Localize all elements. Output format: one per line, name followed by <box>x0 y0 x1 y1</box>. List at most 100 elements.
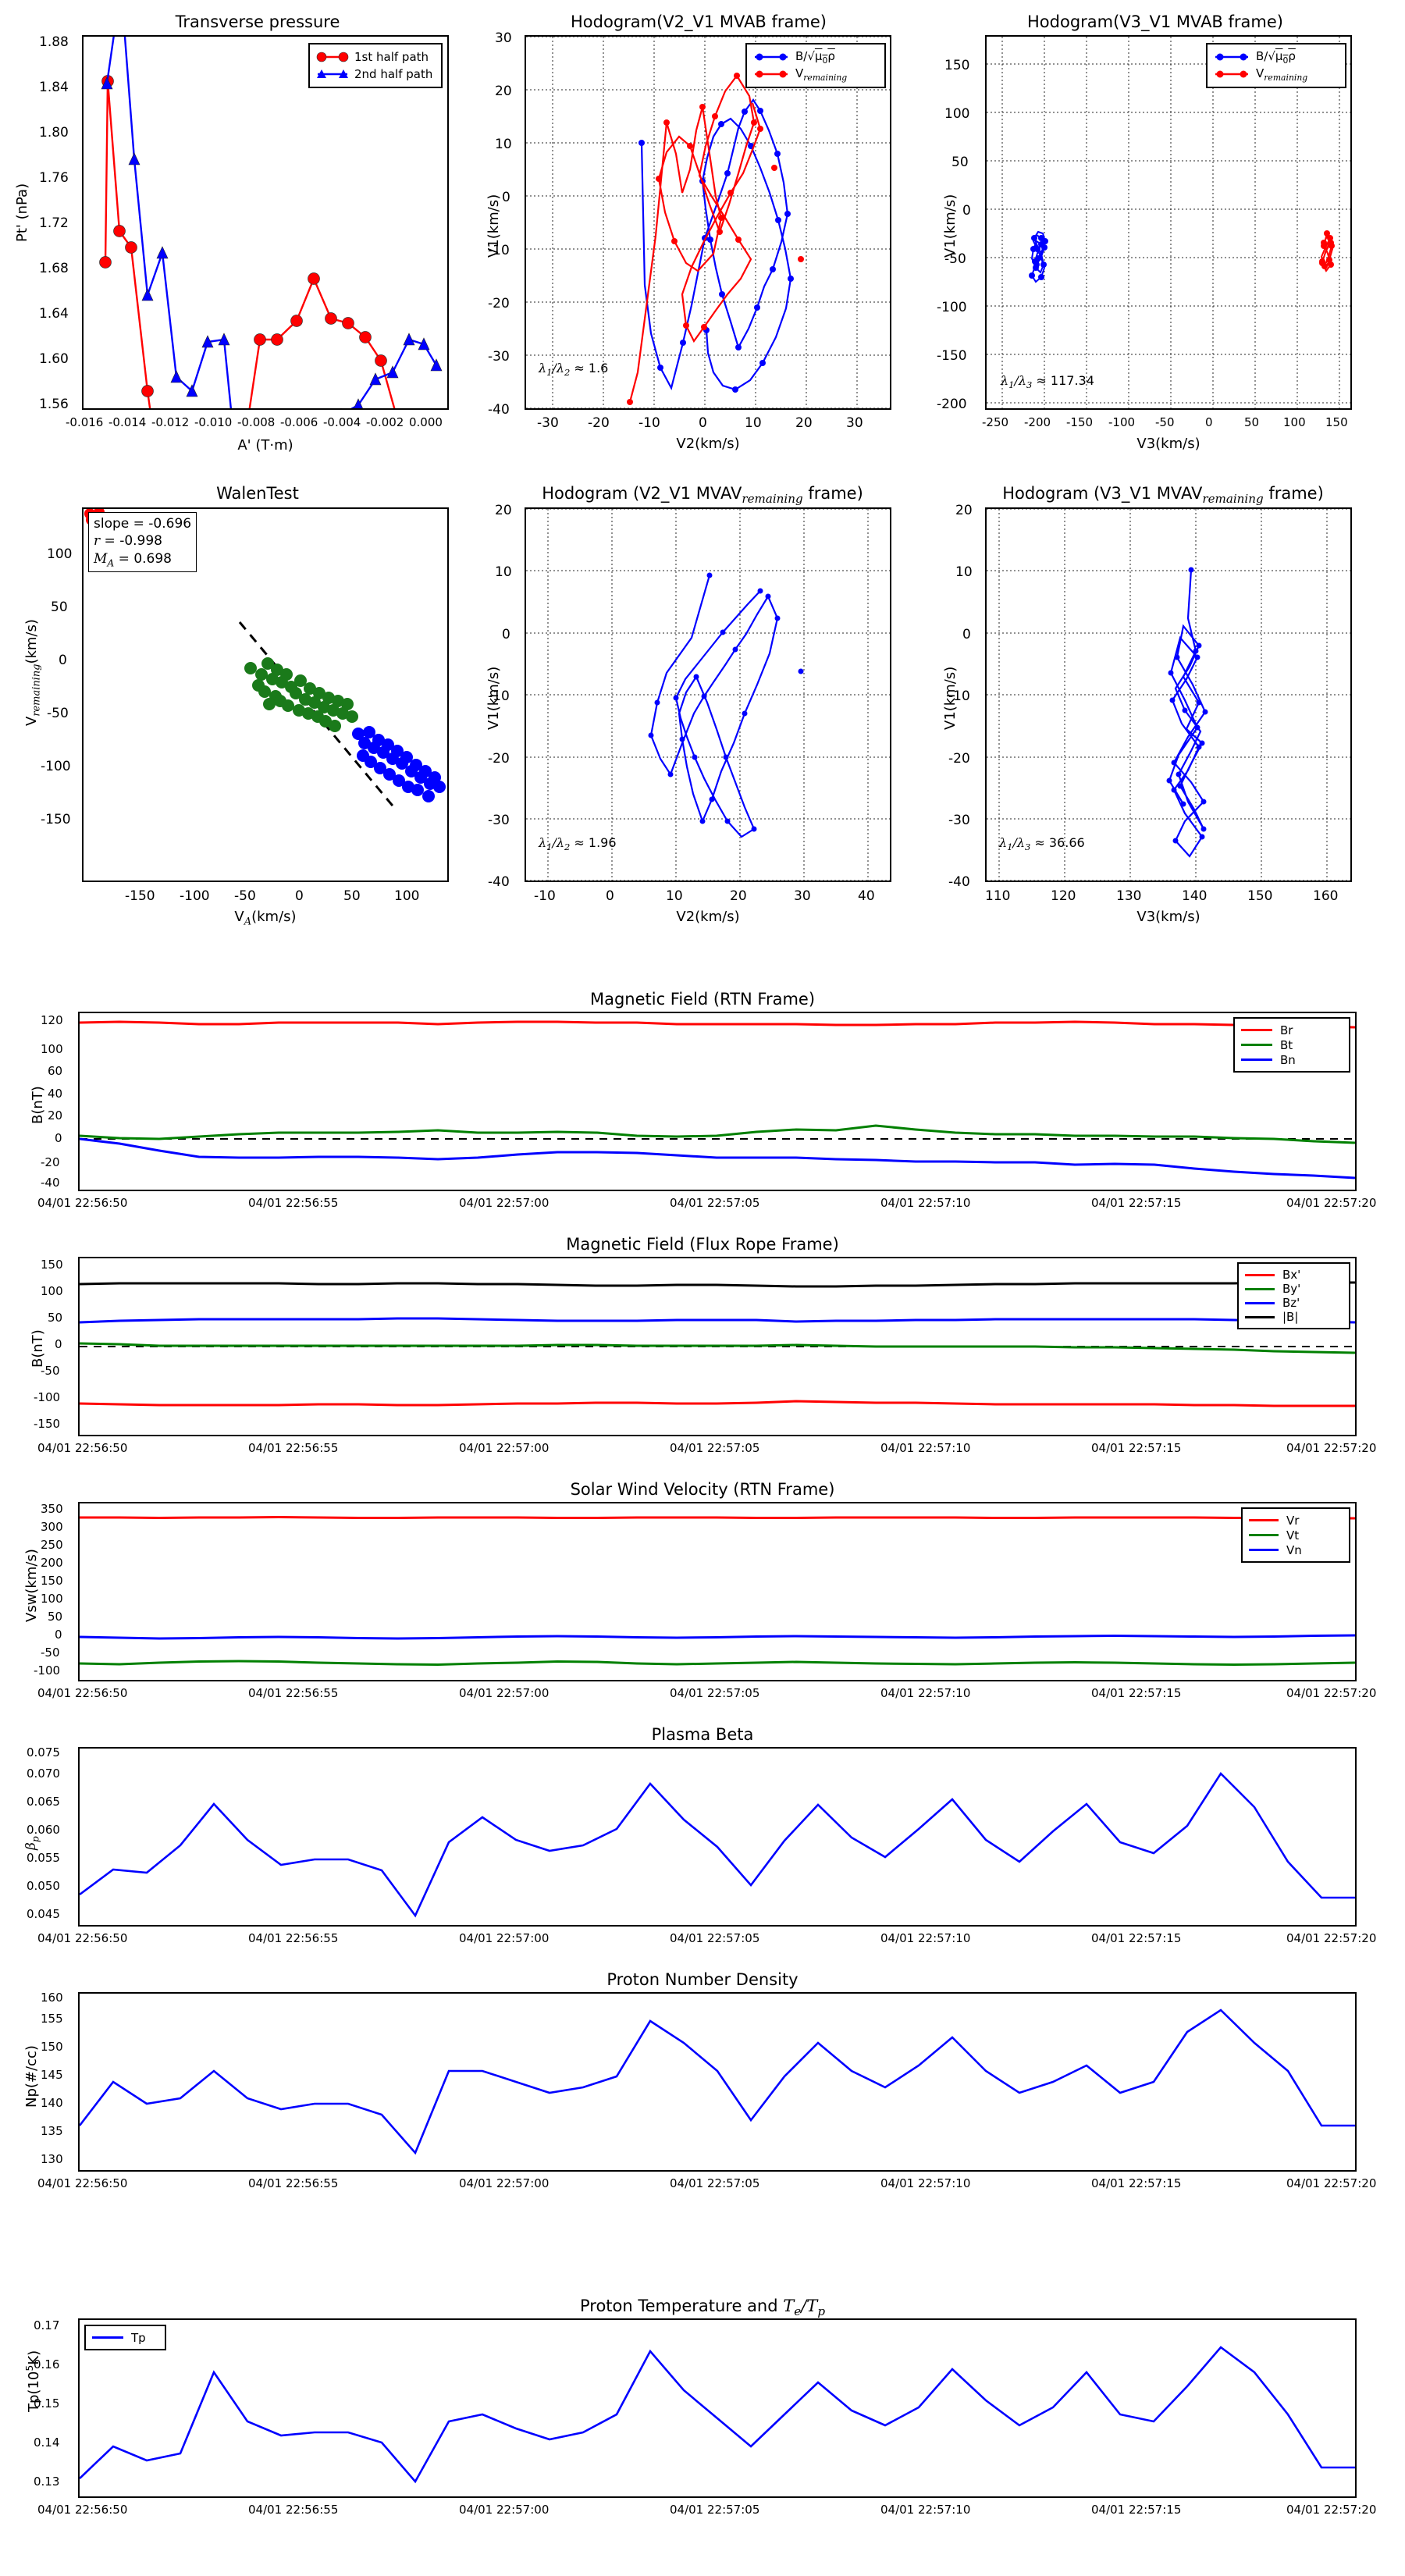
eigenvalue-ratio-annotation: λ1/λ3 ≈ 36.66 <box>999 835 1085 853</box>
y-tick: -30 <box>488 349 510 365</box>
y-tick: 155 <box>41 2012 63 2026</box>
legend-item-vr: Vr <box>1249 1513 1343 1528</box>
panel-title: Proton Number Density <box>606 1970 799 1989</box>
legend-label: Bt <box>1280 1037 1293 1052</box>
y-tick: 1.76 <box>39 170 69 186</box>
solar-wind-svg <box>80 1515 1355 1667</box>
hodogram-v3v1-mvav-svg <box>987 509 1350 881</box>
legend-swatch-vn <box>1249 1549 1279 1551</box>
time-tick: 04/01 22:56:50 <box>37 1441 128 1455</box>
legend-item-bt: Bt <box>1241 1037 1343 1052</box>
x-tick: -30 <box>537 415 559 431</box>
x-tick: 30 <box>846 415 863 431</box>
x-tick: -0.002 <box>366 415 404 429</box>
x-tick: -150 <box>125 888 155 904</box>
y-tick: 0.17 <box>34 2318 60 2332</box>
legend-swatch-by <box>1245 1287 1275 1290</box>
x-tick: -20 <box>588 415 610 431</box>
series-bt <box>80 1124 1355 1144</box>
y-axis-label: βp <box>23 1836 41 1850</box>
proton-density-svg <box>80 2008 1355 2155</box>
y-tick: 50 <box>951 155 969 170</box>
x-tick: 100 <box>1283 415 1306 429</box>
time-tick: 04/01 22:56:50 <box>37 1196 128 1210</box>
legend-label: Bn <box>1280 1052 1296 1067</box>
y-tick: 100 <box>944 106 970 122</box>
y-tick: -100 <box>937 300 967 315</box>
y-tick: 250 <box>41 1538 63 1552</box>
time-tick: 04/01 22:57:20 <box>1286 2503 1377 2517</box>
series-b-alfven <box>638 98 794 393</box>
y-tick: 20 <box>495 84 512 99</box>
transverse-pressure-svg <box>99 37 443 408</box>
mag-flux-rope-svg <box>80 1281 1355 1407</box>
plot-area <box>82 35 449 410</box>
x-tick: 0 <box>1205 415 1213 429</box>
y-tick: 130 <box>41 2152 63 2166</box>
time-tick: 04/01 22:56:55 <box>248 1931 339 1945</box>
y-tick: 145 <box>41 2068 63 2082</box>
y-tick: 0.065 <box>27 1795 60 1809</box>
y-tick: -20 <box>948 751 970 767</box>
time-tick: 04/01 22:57:00 <box>459 1441 550 1455</box>
x-tick: 160 <box>1313 888 1339 904</box>
y-tick: 20 <box>495 503 512 518</box>
y-tick: 0 <box>59 653 67 668</box>
eigenvalue-ratio-annotation: λ1/λ3 ≈ 117.34 <box>1001 373 1094 391</box>
x-tick: -0.006 <box>280 415 318 429</box>
y-tick: 0.060 <box>27 1823 60 1837</box>
y-tick: -30 <box>948 813 970 828</box>
y-tick: 150 <box>41 1258 63 1272</box>
y-tick: 150 <box>944 58 970 73</box>
x-tick: -0.012 <box>151 415 190 429</box>
y-tick: 0 <box>502 190 510 205</box>
time-tick: 04/01 22:57:20 <box>1286 1686 1377 1700</box>
y-tick: -50 <box>944 251 966 267</box>
plasma-beta-svg <box>80 1771 1355 1918</box>
time-tick: 04/01 22:57:10 <box>880 2176 971 2190</box>
series-v-remaining <box>627 73 804 405</box>
x-tick: 50 <box>343 888 361 904</box>
time-tick: 04/01 22:57:05 <box>670 1441 760 1455</box>
x-axis-label: VA(km/s) <box>234 909 297 928</box>
y-tick: 160 <box>41 1991 63 2005</box>
y-tick: -40 <box>488 402 510 418</box>
y-tick: 30 <box>495 30 512 46</box>
x-tick: -10 <box>638 415 660 431</box>
time-tick: 04/01 22:56:55 <box>248 1196 339 1210</box>
x-tick: -250 <box>982 415 1009 429</box>
y-axis-label: V1(km/s) <box>942 194 959 258</box>
legend-label: Vn <box>1286 1542 1302 1557</box>
x-tick: 20 <box>730 888 747 904</box>
legend-item-b-alfven: B/√μ0ρ <box>753 48 878 66</box>
y-tick: 10 <box>495 137 512 152</box>
y-tick: 150 <box>41 1574 63 1588</box>
legend: Tp <box>84 2325 166 2350</box>
time-tick: 04/01 22:57:15 <box>1091 1196 1182 1210</box>
series-vn <box>80 1634 1355 1640</box>
y-tick: 0 <box>502 627 510 642</box>
y-tick: 0.050 <box>27 1879 60 1893</box>
y-tick: 200 <box>41 1556 63 1570</box>
legend: 1st half path 2nd half path <box>308 43 443 88</box>
series-bx-prime <box>80 1400 1355 1407</box>
series-v-remaining-cluster <box>1319 230 1335 272</box>
eigenvalue-ratio-annotation: λ1/λ2 ≈ 1.6 <box>539 361 609 379</box>
x-tick: -0.016 <box>66 415 104 429</box>
y-tick: 1.68 <box>39 261 69 276</box>
y-tick: -50 <box>47 706 69 721</box>
y-tick: 350 <box>41 1502 63 1516</box>
x-tick: 120 <box>1051 888 1076 904</box>
time-tick: 04/01 22:57:00 <box>459 2176 550 2190</box>
y-tick: -40 <box>41 1176 60 1190</box>
x-tick: -100 <box>180 888 210 904</box>
y-tick: -40 <box>488 874 510 890</box>
legend-label: B/√μ0ρ <box>795 48 835 66</box>
time-tick: 04/01 22:57:05 <box>670 1196 760 1210</box>
x-tick: -10 <box>534 888 556 904</box>
legend-item-b-alfven: B/√μ0ρ <box>1214 48 1339 66</box>
legend-swatch-bn <box>1241 1059 1272 1061</box>
series-proton-temperature <box>80 2346 1355 2484</box>
y-axis-label: Vsw(km/s) <box>23 1549 40 1622</box>
legend-swatch-br <box>1241 1029 1272 1031</box>
